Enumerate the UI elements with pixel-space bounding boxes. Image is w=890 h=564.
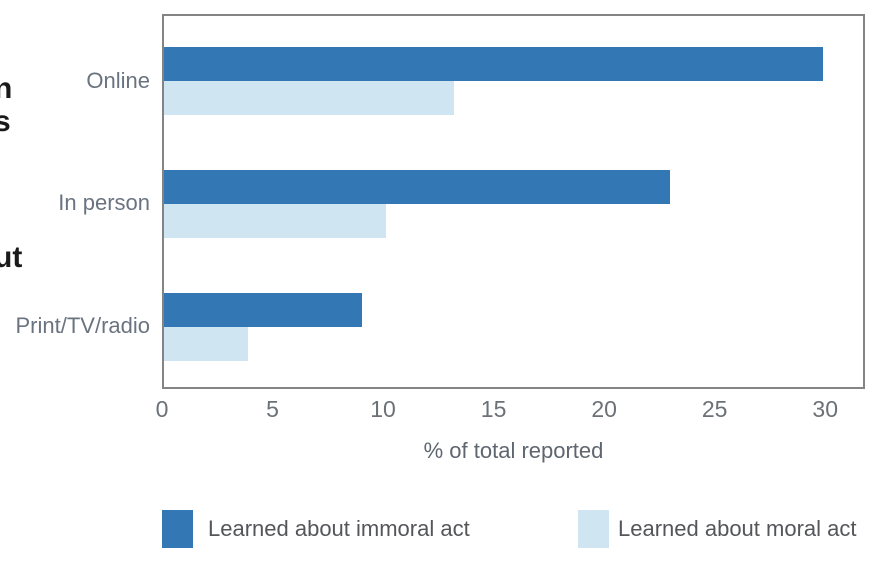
cropped-text-fragment: s xyxy=(0,105,11,138)
category-label-in-person: In person xyxy=(58,190,150,215)
cropped-text-fragment: ut xyxy=(0,241,23,274)
x-tick-label-30: 30 xyxy=(812,396,838,422)
x-tick-label-15: 15 xyxy=(480,396,507,422)
x-tick-label-25: 25 xyxy=(701,396,728,422)
immoral-act-bar-in-person xyxy=(164,170,670,204)
x-tick-label-5: 5 xyxy=(266,396,279,422)
moral-act-bar-online xyxy=(164,81,455,115)
immoral-act-bar-print-tv-radio xyxy=(164,293,362,327)
moral-act-bar-in-person xyxy=(164,204,386,238)
x-axis-ticks: 0 5 10 15 20 25 30 xyxy=(156,396,865,422)
moral-series-swatch-icon xyxy=(578,510,609,548)
moral-act-bar-print-tv-radio xyxy=(164,327,248,361)
immoral-act-bar-online xyxy=(164,47,824,81)
cropped-text-fragment: n xyxy=(0,72,13,105)
category-label-print-tv-radio: Print/TV/radio xyxy=(15,313,151,338)
immoral-series-legend-label: Learned about immoral act xyxy=(208,516,470,541)
plot-area xyxy=(162,14,865,389)
chart-legend: Learned about immoral act Learned about … xyxy=(0,508,890,550)
x-tick-label-0: 0 xyxy=(155,396,169,422)
x-tick-label-10: 10 xyxy=(370,396,396,422)
x-tick-label-20: 20 xyxy=(591,396,617,422)
immoral-series-swatch-icon xyxy=(162,510,193,548)
x-axis-title: % of total reported xyxy=(423,438,604,463)
category-label-online: Online xyxy=(86,68,150,93)
moral-series-legend-label: Learned about moral act xyxy=(618,516,857,541)
